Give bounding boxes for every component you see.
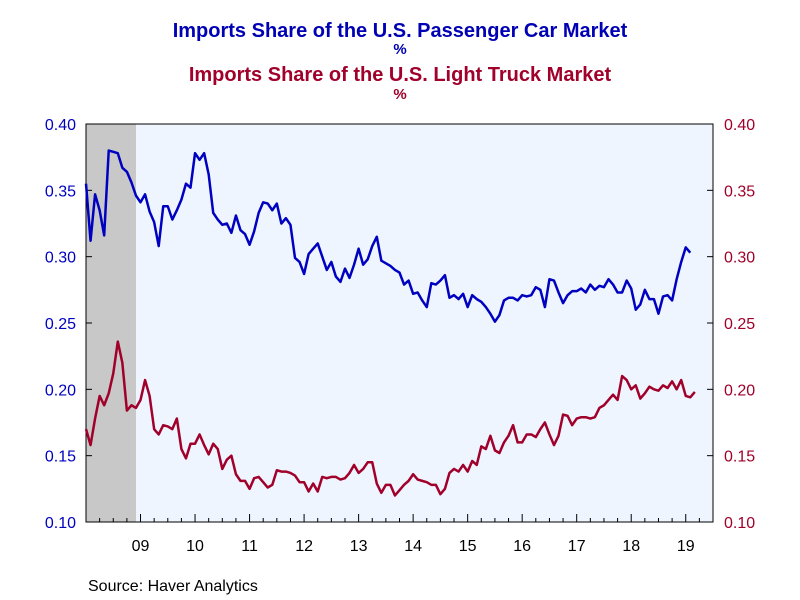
x-tick-label: 14 — [404, 538, 422, 555]
y-tick-label-left: 0.15 — [45, 449, 76, 466]
y-tick-label-right: 0.25 — [724, 316, 755, 333]
x-tick-label: 16 — [513, 538, 531, 555]
y-tick-label-left: 0.10 — [45, 515, 76, 532]
y-tick-label-left: 0.25 — [45, 316, 76, 333]
y-tick-label-right: 0.35 — [724, 183, 755, 200]
y-tick-label-left: 0.40 — [45, 117, 76, 134]
y-tick-label-left: 0.35 — [45, 183, 76, 200]
plot-area — [86, 124, 713, 522]
x-tick-label: 17 — [568, 538, 586, 555]
x-tick-label: 13 — [350, 538, 368, 555]
y-tick-label-left: 0.20 — [45, 382, 76, 399]
chart-unit-truck: % — [393, 86, 407, 103]
series-line-truck — [84, 340, 696, 497]
y-tick-label-right: 0.40 — [724, 117, 755, 134]
series-line-car — [84, 149, 692, 323]
y-tick-label-right: 0.30 — [724, 250, 755, 267]
x-tick-label: 15 — [459, 538, 477, 555]
source-note: Source: Haver Analytics — [88, 578, 258, 595]
y-tick-label-right: 0.15 — [724, 449, 755, 466]
y-tick-label-right: 0.10 — [724, 515, 755, 532]
x-tick-label: 19 — [677, 538, 695, 555]
chart-title-truck: Imports Share of the U.S. Light Truck Ma… — [188, 64, 612, 86]
chart-unit-car: % — [393, 41, 407, 58]
y-tick-label-left: 0.30 — [45, 250, 76, 267]
x-tick-label: 11 — [241, 538, 258, 555]
recession-shading — [86, 124, 136, 522]
chart-title-car: Imports Share of the U.S. Passenger Car … — [172, 20, 628, 42]
x-tick-label: 12 — [295, 538, 313, 555]
x-tick-label: 10 — [186, 538, 204, 555]
y-tick-label-right: 0.20 — [724, 382, 755, 399]
x-tick-label: 18 — [622, 538, 640, 555]
x-tick-label: 09 — [132, 538, 150, 555]
